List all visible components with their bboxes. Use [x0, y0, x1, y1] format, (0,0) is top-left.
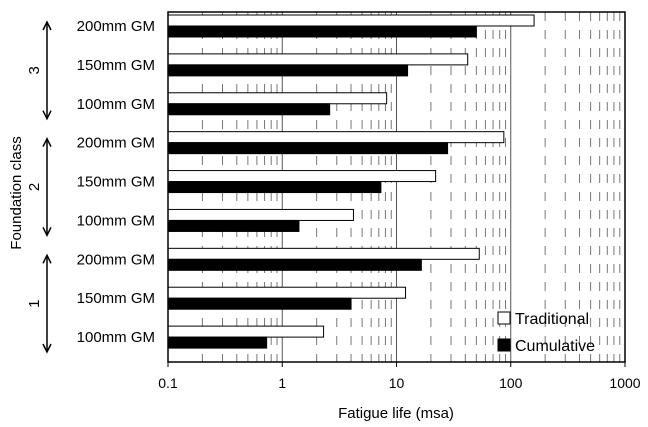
bar-cumulative	[167, 336, 268, 349]
arrow-up-icon	[42, 136, 52, 148]
bar-traditional	[167, 325, 325, 338]
bar-traditional	[167, 14, 535, 27]
legend-cumulative-label: Cumulative	[515, 338, 595, 355]
category-label: 100mm GM	[77, 96, 155, 113]
category-label: 150mm GM	[77, 290, 155, 307]
y-axis-category-labels: 100mm GM 150mm GM 200mm GM 100mm GM 150mm GM…	[77, 18, 155, 346]
legend-cumulative-swatch	[497, 338, 511, 352]
bar-traditional	[167, 170, 437, 183]
x-tick-label: 1000	[609, 375, 640, 391]
arrow-down-icon	[42, 110, 52, 121]
bar-cumulative	[167, 142, 449, 155]
bars	[167, 14, 535, 349]
foundation-class-label: 1	[26, 299, 43, 307]
bar-traditional	[167, 286, 407, 299]
arrow-up-icon	[42, 20, 52, 31]
x-tick-label: 100	[499, 375, 523, 391]
bar-traditional	[167, 208, 354, 221]
category-label: 150mm GM	[77, 174, 155, 191]
x-tick-label: 0.1	[158, 375, 178, 391]
bar-cumulative	[167, 103, 331, 116]
x-tick-label: 1	[278, 375, 286, 391]
legend-traditional-label: Traditional	[515, 311, 589, 328]
foundation-class-label: 3	[26, 66, 43, 74]
bar-cumulative	[167, 181, 382, 194]
arrow-down-icon	[42, 343, 52, 354]
category-label: 100mm GM	[77, 212, 155, 229]
category-label: 200mm GM	[77, 251, 155, 268]
category-label: 200mm GM	[77, 18, 155, 35]
foundation-class-label: 2	[26, 183, 43, 191]
category-label: 150mm GM	[77, 57, 155, 74]
bar-cumulative	[167, 25, 477, 38]
x-axis-ticks: 0.1 1 10 100 1000	[158, 362, 641, 391]
category-label: 100mm GM	[77, 329, 155, 346]
bar-cumulative	[167, 64, 409, 77]
bar-traditional	[167, 53, 469, 66]
category-label: 200mm GM	[77, 135, 155, 152]
arrow-up-icon	[42, 253, 52, 264]
x-tick-label: 10	[389, 375, 405, 391]
bar-traditional	[167, 131, 505, 144]
bar-cumulative	[167, 219, 300, 232]
legend-traditional-swatch	[497, 311, 511, 325]
bar-cumulative	[167, 297, 352, 310]
bar-traditional	[167, 247, 480, 260]
legend: Traditional Cumulative	[497, 311, 595, 355]
bar-traditional	[167, 92, 388, 105]
y-axis-title: Foundation class	[8, 136, 25, 249]
arrow-down-icon	[42, 226, 52, 238]
bar-cumulative	[167, 258, 422, 271]
x-axis-title: Fatigue life (msa)	[338, 405, 454, 422]
foundation-class-brackets: 1 2 3	[26, 20, 52, 354]
